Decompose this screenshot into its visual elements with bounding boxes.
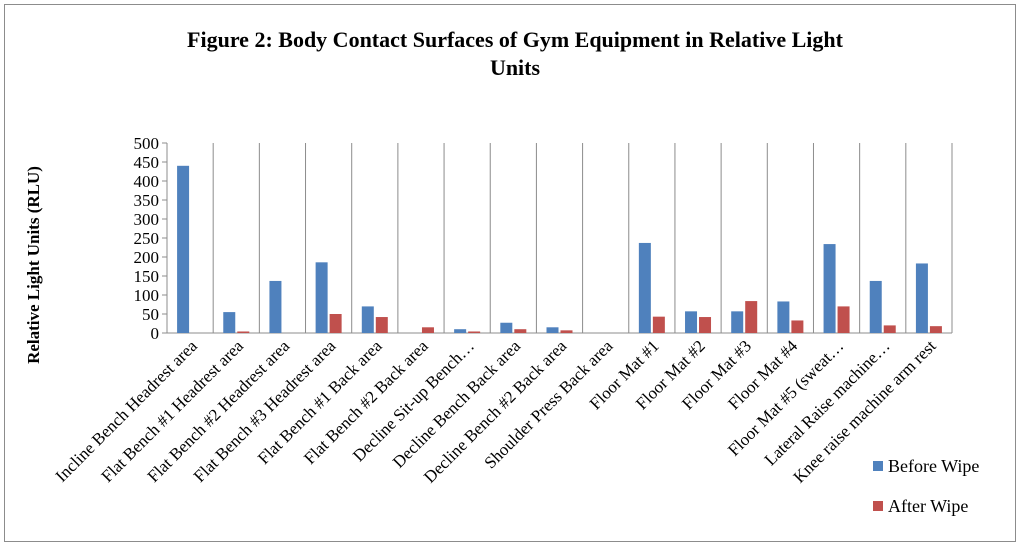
bar-after-wipe	[329, 314, 342, 333]
y-tick-label: 400	[134, 172, 160, 191]
bar-before-wipe	[777, 301, 790, 333]
bar-before-wipe	[823, 244, 836, 333]
y-tick-label: 150	[134, 267, 160, 286]
y-tick-label: 100	[134, 286, 160, 305]
y-axis-label: Relative Light Units (RLU)	[24, 166, 43, 364]
bar-before-wipe	[869, 280, 882, 333]
bar-after-wipe	[791, 320, 804, 333]
bar-after-wipe	[421, 327, 434, 333]
bar-before-wipe	[454, 329, 467, 333]
bar-after-wipe	[514, 329, 527, 333]
bar-before-wipe	[361, 306, 374, 333]
y-tick-label: 250	[134, 229, 160, 248]
bar-before-wipe	[223, 312, 236, 333]
y-tick-label: 450	[134, 153, 160, 172]
bar-after-wipe	[652, 316, 665, 333]
bar-after-wipe	[468, 331, 481, 333]
chart-title-line-1: Figure 2: Body Contact Surfaces of Gym E…	[187, 27, 844, 52]
bar-before-wipe	[177, 165, 190, 333]
y-tick-label: 50	[142, 305, 159, 324]
bar-after-wipe	[883, 325, 896, 333]
legend-label: Before Wipe	[888, 456, 979, 476]
bar-after-wipe	[837, 306, 850, 333]
y-tick-label: 300	[134, 210, 160, 229]
bar-after-wipe	[375, 317, 388, 333]
bar-after-wipe	[699, 317, 712, 333]
legend-label: After Wipe	[888, 496, 968, 516]
bar-before-wipe	[269, 280, 282, 333]
bar-before-wipe	[638, 242, 651, 333]
chart-frame: Figure 2: Body Contact Surfaces of Gym E…	[4, 4, 1016, 542]
bar-after-wipe	[745, 301, 758, 333]
bar-before-wipe	[315, 262, 328, 333]
chart-title-line-2: Units	[490, 55, 541, 80]
bar-after-wipe	[237, 331, 250, 333]
bar-after-wipe	[929, 326, 942, 333]
legend-swatch-before	[873, 461, 883, 471]
y-tick-label: 350	[134, 191, 160, 210]
y-tick-label: 200	[134, 248, 160, 267]
bar-before-wipe	[685, 311, 698, 333]
y-tick-label: 0	[151, 324, 160, 343]
legend: Before Wipe After Wipe	[873, 456, 979, 516]
y-tick-label: 500	[134, 134, 160, 153]
legend-swatch-after	[873, 501, 883, 511]
bar-before-wipe	[915, 263, 928, 333]
bar-chart: Figure 2: Body Contact Surfaces of Gym E…	[24, 27, 979, 516]
bar-after-wipe	[560, 330, 573, 333]
bar-before-wipe	[731, 311, 744, 333]
bar-before-wipe	[500, 322, 513, 333]
bar-before-wipe	[546, 327, 559, 333]
